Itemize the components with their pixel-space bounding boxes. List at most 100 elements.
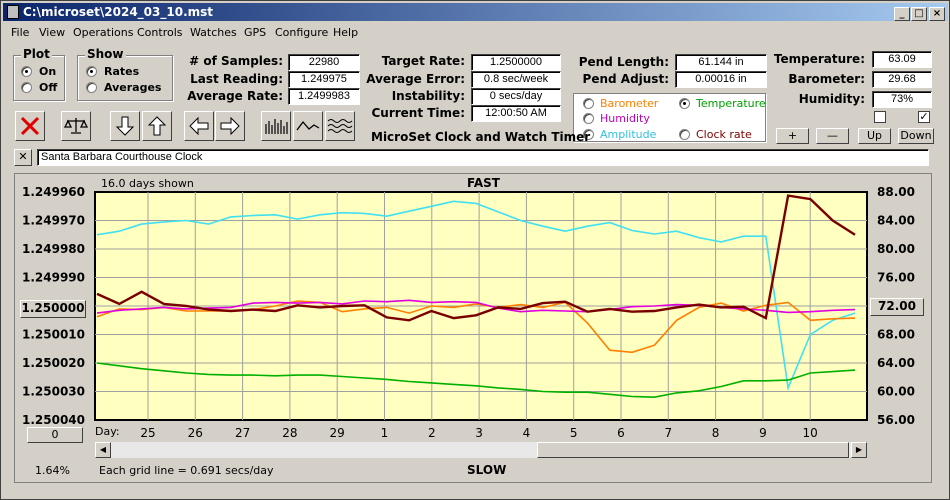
show-group-title: Show — [85, 47, 126, 61]
stop-button[interactable] — [15, 111, 45, 141]
series-line-temperature — [96, 362, 856, 399]
show-rates-radio[interactable] — [86, 66, 97, 77]
right-scale-button[interactable]: 72.00 — [870, 298, 924, 316]
y-left-tick: 1.250030 — [22, 385, 85, 399]
humidity-radio[interactable] — [583, 113, 594, 124]
barometer-option: Barometer — [600, 97, 659, 110]
plot-canvas: 1.249960 88.00 1.249970 84.00 1.249980 80.00 1… — [22, 185, 915, 440]
temperature-field: 63.09 — [872, 51, 932, 68]
menu-operations[interactable]: Operations — [73, 26, 134, 39]
menu-configure[interactable]: Configure — [275, 26, 329, 39]
percent-label: 1.64% — [35, 464, 70, 477]
show-averages-radio[interactable] — [86, 82, 97, 93]
menu-gps[interactable]: GPS — [244, 26, 267, 39]
menu-file[interactable]: File — [11, 26, 30, 39]
center-rate-button[interactable]: 1.250000 — [20, 300, 86, 318]
amplitude-radio[interactable] — [583, 129, 594, 140]
y-right-tick: 56.00 — [877, 413, 915, 427]
y-right-tick: 80.00 — [877, 242, 915, 256]
chart-area: 16.0 days shown FAST SLOW Each grid line… — [14, 173, 932, 483]
average-rate-label: Average Rate: — [187, 89, 283, 103]
arrow-down-button[interactable] — [110, 111, 140, 141]
series-line-rate — [96, 194, 856, 322]
x-tick: 27 — [235, 426, 250, 440]
arrow-left-button[interactable] — [184, 111, 214, 141]
temperature-radio[interactable] — [679, 98, 690, 109]
barometer-label: Barometer: — [788, 72, 865, 86]
scale-icon — [63, 118, 89, 134]
instability-label: Instability: — [391, 89, 465, 103]
y-left-tick: 1.249960 — [22, 185, 85, 199]
y-left-tick: 1.249970 — [22, 214, 85, 228]
bars-button[interactable] — [261, 111, 291, 141]
close-button[interactable]: × — [929, 7, 945, 21]
humidity-checkbox-1[interactable] — [874, 111, 886, 123]
instability-field: 0 secs/day — [471, 88, 561, 105]
arrow-up-button[interactable] — [142, 111, 172, 141]
show-group — [77, 55, 173, 101]
arrow-down-icon — [115, 116, 135, 136]
close-icon: ✕ — [18, 150, 28, 163]
y-right-tick: 60.00 — [877, 385, 915, 399]
minus-button[interactable]: — — [816, 128, 849, 144]
slow-label: SLOW — [467, 463, 507, 477]
up-button[interactable]: Up — [858, 128, 891, 144]
y-left-tick: 1.249990 — [22, 271, 85, 285]
minimize-button[interactable]: _ — [894, 7, 910, 21]
show-averages-label: Averages — [104, 81, 162, 94]
line-button[interactable] — [293, 111, 323, 141]
wave-button[interactable] — [325, 111, 355, 141]
plus-button[interactable]: + — [776, 128, 809, 144]
menu-watches[interactable]: Watches — [190, 26, 237, 39]
samples-field: 22980 — [288, 54, 360, 71]
plot-off-radio[interactable] — [21, 82, 32, 93]
arrow-left-icon — [189, 116, 209, 136]
x-tick: 4 — [523, 426, 531, 440]
scroll-left-button[interactable]: ◀ — [95, 442, 111, 458]
arrow-right-button[interactable] — [215, 111, 245, 141]
x-tick: 6 — [617, 426, 625, 440]
x-tick: 10 — [803, 426, 818, 440]
grid-note: Each grid line = 0.691 secs/day — [99, 464, 274, 477]
plot-group-title: Plot — [21, 47, 52, 61]
samples-label: # of Samples: — [189, 54, 283, 68]
humidity-option: Humidity — [600, 112, 650, 125]
menu-controls[interactable]: Controls — [137, 26, 183, 39]
average-error-label: Average Error: — [366, 72, 465, 86]
pend-length-label: Pend Length: — [578, 55, 669, 69]
y-left-tick: 1.250040 — [22, 413, 85, 427]
barometer-radio[interactable] — [583, 98, 594, 109]
temperature-option: Temperature — [696, 97, 766, 110]
menu-view[interactable]: View — [39, 26, 66, 39]
current-time-field: 12:00:50 AM — [471, 105, 561, 122]
plot-on-radio[interactable] — [21, 66, 32, 77]
down-button[interactable]: Down — [898, 128, 934, 144]
y-left-tick: 1.250010 — [22, 328, 85, 342]
pend-adjust-field: 0.00016 in — [675, 71, 767, 88]
zero-button[interactable]: 0 — [27, 427, 83, 443]
clear-clock-name-button[interactable]: ✕ — [14, 149, 32, 166]
plot-off-label: Off — [39, 81, 58, 94]
x-tick: 7 — [664, 426, 672, 440]
pend-adjust-label: Pend Adjust: — [582, 72, 669, 86]
last-reading-label: Last Reading: — [190, 72, 283, 86]
sensor-selector — [573, 93, 766, 142]
humidity-checkbox-2[interactable]: ✓ — [918, 110, 930, 123]
temperature-label: Temperature: — [773, 52, 865, 66]
line-graph-icon — [296, 120, 320, 131]
y-right-tick: 68.00 — [877, 328, 915, 342]
barometer-field: 29.68 — [872, 71, 932, 88]
clock-rate-radio[interactable] — [679, 129, 690, 140]
scroll-thumb[interactable] — [537, 442, 849, 458]
balance-button[interactable] — [61, 111, 91, 141]
y-right-tick: 84.00 — [877, 214, 915, 228]
scroll-right-button[interactable]: ▶ — [851, 442, 867, 458]
clock-name-field[interactable]: Santa Barbara Courthouse Clock — [37, 149, 929, 166]
series-line-amplitude — [96, 200, 856, 391]
menu-help[interactable]: Help — [333, 26, 359, 39]
maximize-button[interactable]: □ — [911, 7, 927, 21]
pend-length-field: 61.144 in — [675, 54, 767, 71]
menu-bar: File View Operations Controls Watches GP… — [3, 23, 948, 43]
waves-icon — [327, 119, 353, 133]
window-title: C:\microset\2024_03_10.mst — [23, 5, 214, 19]
